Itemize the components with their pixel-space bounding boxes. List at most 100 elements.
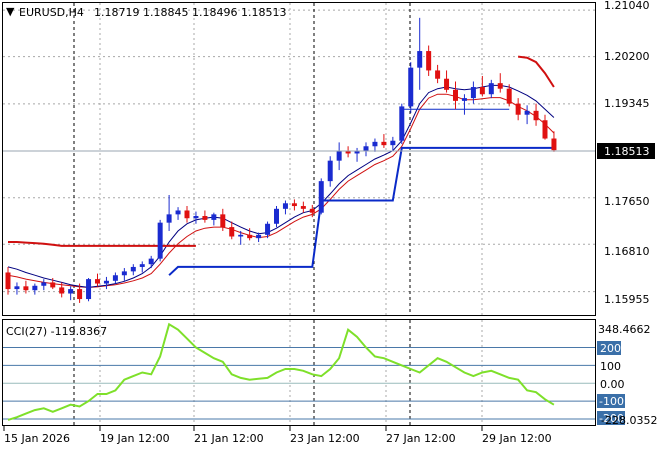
candle-body xyxy=(488,83,494,95)
candle-body xyxy=(524,110,530,115)
time-axis: 15 Jan 2026 19 Jan 12:00 21 Jan 12:00 23… xyxy=(3,426,552,445)
candle-body xyxy=(470,87,476,99)
header-ohlc: 1.18719 1.18845 1.18496 1.18513 xyxy=(94,6,286,19)
candle-body xyxy=(399,106,405,141)
candle-body xyxy=(453,89,458,101)
candle-body xyxy=(86,279,92,300)
support-blue-line xyxy=(168,146,554,276)
price-tick: 1.21040 xyxy=(604,0,650,12)
candle-body xyxy=(139,264,145,267)
candle-body xyxy=(551,138,557,151)
cci-tick: 200 xyxy=(600,342,621,355)
indicator-lines xyxy=(7,55,555,288)
candle-body xyxy=(381,141,387,146)
cci-tick: -228.0352 xyxy=(601,414,657,427)
candle-body xyxy=(59,287,65,294)
candle-body xyxy=(274,208,279,224)
current-price-label: 1.18513 xyxy=(604,145,650,158)
candle-body xyxy=(345,150,351,154)
candle-body xyxy=(542,120,548,139)
candle-body xyxy=(497,83,503,89)
candle-body xyxy=(282,203,288,209)
candle-body xyxy=(363,146,369,151)
cci-level-badge xyxy=(597,411,625,425)
candle-body xyxy=(77,289,83,300)
grid-lines xyxy=(3,3,595,425)
cci-line xyxy=(7,322,555,421)
candle-body xyxy=(300,206,306,209)
candle-body xyxy=(238,234,244,237)
candle-body xyxy=(32,285,38,291)
cci-level-badge xyxy=(597,341,621,355)
candle-body xyxy=(211,214,217,220)
time-label: 29 Jan 12:00 xyxy=(482,432,552,445)
candle-body xyxy=(247,234,253,239)
header-arrow: ▼ xyxy=(6,5,15,18)
ma-blue-line xyxy=(7,84,555,288)
candle-body xyxy=(426,51,432,71)
price-axis: 1.21040 1.20200 1.19345 1.17650 1.16810 … xyxy=(597,0,655,306)
candle-body xyxy=(220,214,226,228)
cci-title: CCI(27) -119.8367 xyxy=(6,325,107,338)
cci-level-lines xyxy=(3,347,595,420)
cci-axis: 348.4662 200 100 0.00 -100 -200 -228.035… xyxy=(597,323,657,427)
price-tick: 1.16810 xyxy=(604,245,650,258)
candle-body xyxy=(166,214,172,223)
candle-body xyxy=(265,223,271,235)
candle-body xyxy=(256,234,262,239)
candle-body xyxy=(461,98,467,101)
candlesticks xyxy=(5,17,557,303)
cci-tick: -100 xyxy=(599,395,624,408)
candle-body xyxy=(175,210,181,215)
time-label: 27 Jan 12:00 xyxy=(386,432,456,445)
candle-body xyxy=(408,67,414,107)
candle-body xyxy=(23,286,29,291)
time-label: 19 Jan 12:00 xyxy=(100,432,170,445)
candle-body xyxy=(327,160,333,182)
cci-tick: 0.00 xyxy=(600,378,625,391)
candle-body xyxy=(229,227,235,237)
candle-body xyxy=(121,271,127,276)
candle-body xyxy=(336,150,342,161)
candle-body xyxy=(5,272,11,290)
candle-body xyxy=(193,216,199,219)
candle-body xyxy=(354,150,360,154)
candle-body xyxy=(291,203,297,207)
candle-body xyxy=(202,216,208,220)
price-tick: 1.19345 xyxy=(604,97,650,110)
price-tick: 1.17650 xyxy=(604,195,650,208)
resistance-red-line xyxy=(8,241,196,247)
candle-body xyxy=(390,140,396,146)
candle-body xyxy=(372,141,378,147)
candle-body xyxy=(95,279,100,284)
resistance-red-line xyxy=(517,55,555,88)
price-panel-frame xyxy=(2,2,596,316)
candle-body xyxy=(309,208,315,213)
cci-tick: 100 xyxy=(600,360,621,373)
candle-body xyxy=(444,78,450,90)
candle-body xyxy=(506,88,512,104)
candle-body xyxy=(112,275,118,281)
candle-body xyxy=(103,280,109,284)
candle-body xyxy=(50,282,56,288)
price-tick: 1.20200 xyxy=(604,50,650,63)
cci-tick: -200 xyxy=(599,412,624,425)
candle-body xyxy=(148,258,154,265)
candle-body xyxy=(435,70,441,79)
candle-body xyxy=(417,51,423,68)
current-price-badge xyxy=(597,143,655,159)
cci-level-badge xyxy=(597,394,625,408)
candle-body xyxy=(68,289,74,294)
time-label: 15 Jan 2026 xyxy=(4,432,70,445)
header-symbol: EURUSD,H4 xyxy=(19,6,84,19)
candle-body xyxy=(479,87,485,95)
candle-body xyxy=(318,181,324,213)
cci-series-line xyxy=(7,322,555,421)
candle-body xyxy=(130,266,136,272)
cci-tick: 348.4662 xyxy=(598,323,651,336)
time-label: 21 Jan 12:00 xyxy=(194,432,264,445)
candle-body xyxy=(515,103,521,115)
candle-body xyxy=(533,110,539,121)
